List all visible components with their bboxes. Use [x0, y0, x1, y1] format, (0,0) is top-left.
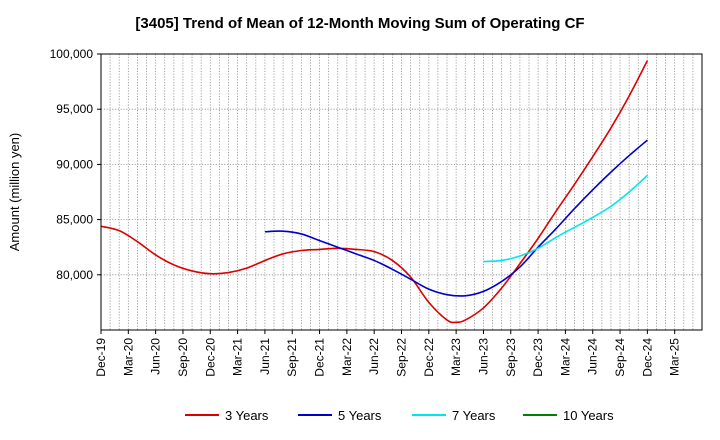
x-tick-label: Dec-22 — [422, 338, 436, 377]
y-axis-title: Amount (million yen) — [7, 133, 22, 252]
x-tick-label: Jun-23 — [476, 338, 490, 375]
legend-label-5-years: 5 Years — [338, 408, 382, 423]
x-tick-label: Sep-24 — [613, 338, 627, 377]
chart-title: [3405] Trend of Mean of 12-Month Moving … — [135, 15, 585, 32]
y-tick-label: 90,000 — [56, 157, 93, 171]
x-tick-label: Mar-24 — [558, 338, 572, 376]
series-line-5-years — [264, 139, 648, 297]
legend-label-3-years: 3 Years — [225, 408, 269, 423]
x-tick-label: Dec-19 — [94, 338, 108, 377]
y-tick-label: 95,000 — [56, 102, 93, 116]
x-tick-label: Mar-21 — [231, 338, 245, 376]
y-tick-label: 80,000 — [56, 268, 93, 282]
x-tick-label: Mar-23 — [449, 338, 463, 376]
x-tick-label: Jun-22 — [367, 338, 381, 375]
x-tick-label: Sep-20 — [176, 338, 190, 377]
x-tick-label: Dec-24 — [640, 338, 654, 377]
x-tick-label: Mar-20 — [121, 338, 135, 376]
x-tick-label: Jun-20 — [149, 338, 163, 375]
y-tick-label: 85,000 — [56, 213, 93, 227]
legend-label-7-years: 7 Years — [452, 408, 496, 423]
x-tick-label: Jun-21 — [258, 338, 272, 375]
x-tick-label: Dec-20 — [203, 338, 217, 377]
y-tick-labels: 80,000 85,000 90,000 95,000 100,000 — [50, 47, 101, 282]
series-line-3-years — [100, 60, 649, 324]
x-tick-labels: Dec-19 Mar-20 Jun-20 Sep-20 Dec-20 Mar-21 Jun-… — [94, 330, 682, 377]
legend: 3 Years 5 Years 7 Years 10 Years — [185, 408, 614, 423]
x-tick-label: Jun-24 — [586, 338, 600, 375]
series-layer — [100, 60, 649, 324]
x-tick-label: Sep-21 — [285, 338, 299, 377]
x-tick-label: Dec-23 — [531, 338, 545, 377]
x-tick-label: Mar-25 — [668, 338, 682, 376]
x-tick-label: Mar-22 — [340, 338, 354, 376]
series-line-7-years — [483, 174, 648, 263]
x-tick-label: Dec-21 — [313, 338, 327, 377]
x-tick-label: Sep-23 — [504, 338, 518, 377]
legend-label-10-years: 10 Years — [563, 408, 614, 423]
y-tick-label: 100,000 — [50, 47, 94, 61]
x-tick-label: Sep-22 — [395, 338, 409, 377]
grid-layer — [101, 53, 702, 330]
